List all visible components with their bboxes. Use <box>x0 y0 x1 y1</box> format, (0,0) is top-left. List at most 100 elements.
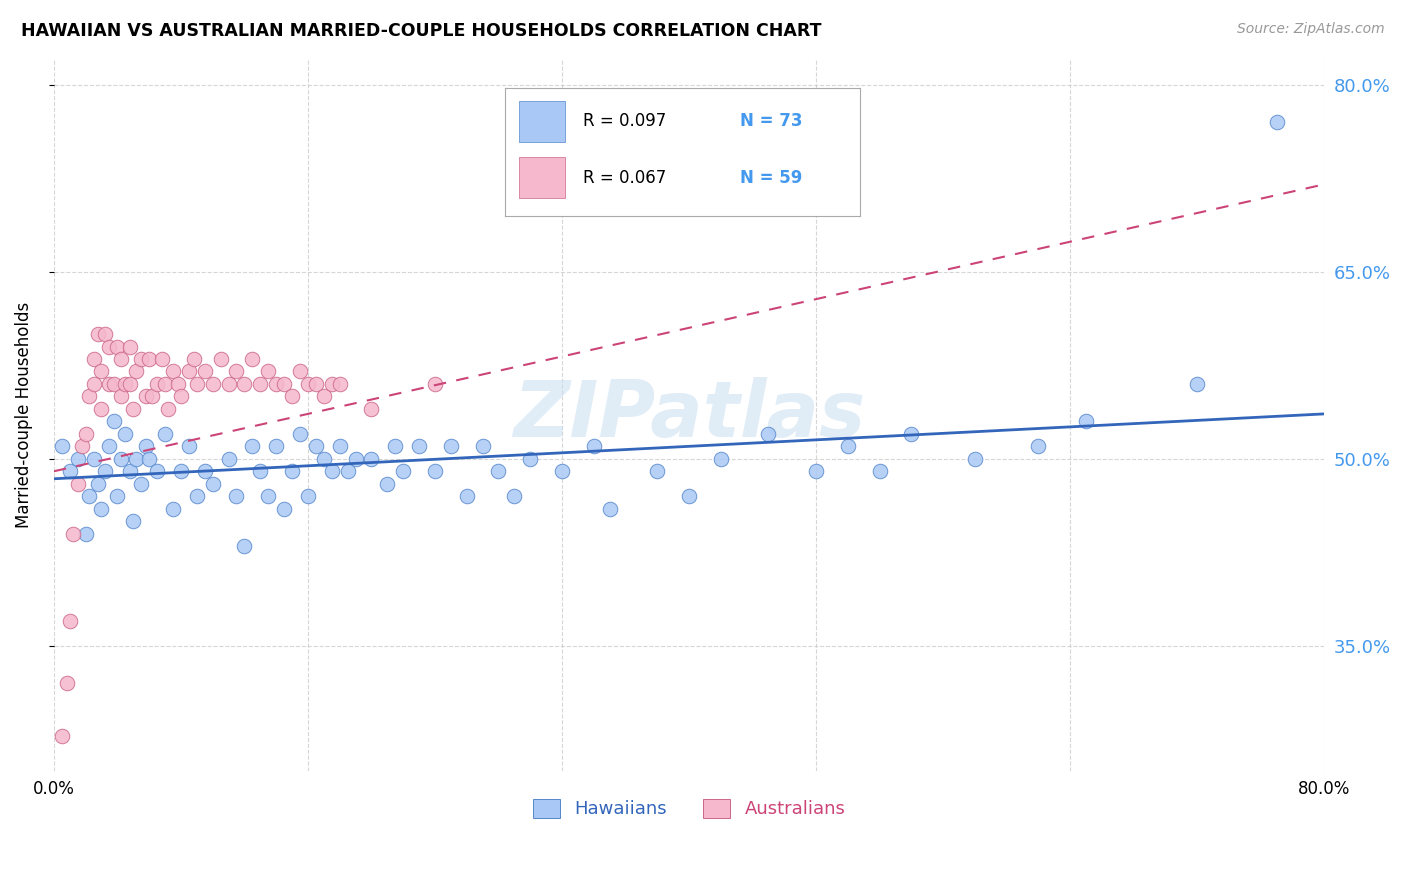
Point <box>114 376 136 391</box>
Point <box>177 364 200 378</box>
Point <box>153 426 176 441</box>
Point <box>141 389 163 403</box>
Point <box>66 476 89 491</box>
Point <box>135 439 157 453</box>
Point <box>170 389 193 403</box>
Point <box>162 364 184 378</box>
Text: ZIPatlas: ZIPatlas <box>513 377 865 453</box>
Point <box>312 451 335 466</box>
Point <box>869 464 891 478</box>
Point <box>59 614 82 628</box>
Point <box>321 464 343 478</box>
Point <box>456 489 478 503</box>
Point <box>233 539 256 553</box>
Point <box>264 376 287 391</box>
Point <box>77 389 100 403</box>
Point <box>125 364 148 378</box>
Point <box>103 376 125 391</box>
Point <box>183 351 205 366</box>
Point <box>77 489 100 503</box>
Point <box>758 426 780 441</box>
Point <box>146 376 169 391</box>
Point <box>218 451 240 466</box>
Point <box>225 489 247 503</box>
Point <box>129 476 152 491</box>
Point <box>281 389 304 403</box>
Point <box>194 364 217 378</box>
Point <box>110 351 132 366</box>
Point <box>110 451 132 466</box>
Point <box>305 376 328 391</box>
Point <box>157 401 180 416</box>
Point <box>150 351 173 366</box>
Point <box>837 439 859 453</box>
Point <box>59 464 82 478</box>
Point <box>1026 439 1049 453</box>
Text: HAWAIIAN VS AUSTRALIAN MARRIED-COUPLE HOUSEHOLDS CORRELATION CHART: HAWAIIAN VS AUSTRALIAN MARRIED-COUPLE HO… <box>21 22 821 40</box>
Point <box>110 389 132 403</box>
Point <box>488 464 510 478</box>
Point <box>194 464 217 478</box>
Point <box>264 439 287 453</box>
Point <box>329 376 352 391</box>
Point <box>321 376 343 391</box>
Point <box>281 464 304 478</box>
Point <box>240 351 263 366</box>
Point <box>75 426 97 441</box>
Point <box>122 401 145 416</box>
Point <box>66 451 89 466</box>
Point <box>103 414 125 428</box>
Point <box>72 439 94 453</box>
Point <box>201 476 224 491</box>
Text: Source: ZipAtlas.com: Source: ZipAtlas.com <box>1237 22 1385 37</box>
Point <box>645 464 668 478</box>
Point <box>170 464 193 478</box>
Point <box>83 451 105 466</box>
Point <box>1185 376 1208 391</box>
Point <box>114 426 136 441</box>
Point <box>249 464 271 478</box>
Point <box>118 464 141 478</box>
Point <box>288 426 311 441</box>
Point <box>257 364 280 378</box>
Point <box>105 339 128 353</box>
Point <box>392 464 415 478</box>
Point <box>297 489 319 503</box>
Point <box>582 439 605 453</box>
Point <box>177 439 200 453</box>
Point <box>98 339 121 353</box>
Point <box>440 439 463 453</box>
Point <box>1265 115 1288 129</box>
Point <box>249 376 271 391</box>
Point <box>83 351 105 366</box>
Point <box>75 526 97 541</box>
Point <box>218 376 240 391</box>
Point <box>297 376 319 391</box>
Point <box>162 501 184 516</box>
Y-axis label: Married-couple Households: Married-couple Households <box>15 302 32 528</box>
Point <box>90 364 112 378</box>
Point <box>186 376 208 391</box>
Point <box>503 489 526 503</box>
Point <box>105 489 128 503</box>
Point <box>51 729 73 743</box>
Point <box>804 464 827 478</box>
Point <box>305 439 328 453</box>
Point <box>118 376 141 391</box>
Point <box>225 364 247 378</box>
Point <box>122 514 145 528</box>
Point <box>599 501 621 516</box>
Point <box>329 439 352 453</box>
Point <box>166 376 188 391</box>
Point <box>83 376 105 391</box>
Point <box>257 489 280 503</box>
Point <box>93 327 115 342</box>
Point <box>135 389 157 403</box>
Point <box>51 439 73 453</box>
Point <box>233 376 256 391</box>
Point <box>138 351 160 366</box>
Point <box>288 364 311 378</box>
Point <box>423 464 446 478</box>
Point <box>551 464 574 478</box>
Point <box>336 464 359 478</box>
